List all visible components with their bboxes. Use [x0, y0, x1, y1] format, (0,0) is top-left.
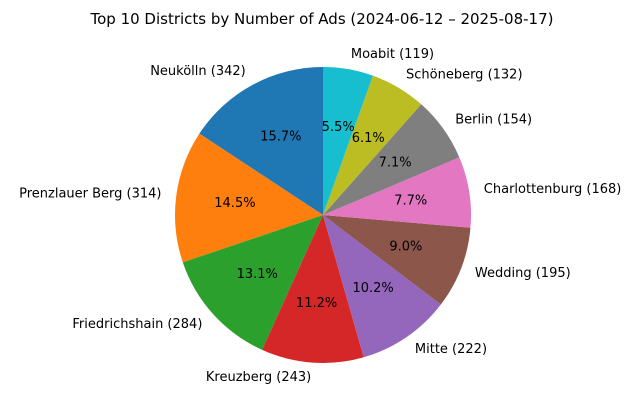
percent-label: 10.2%: [352, 281, 393, 296]
slice-label: Neukölln (342): [150, 64, 246, 79]
pie-slice: [323, 215, 441, 358]
percent-label: 5.5%: [322, 120, 355, 135]
percent-label: 6.1%: [352, 131, 385, 146]
slice-label: Prenzlauer Berg (314): [19, 187, 161, 202]
slice-label: Friedrichshain (284): [72, 317, 202, 332]
chart-title: Top 10 Districts by Number of Ads (2024-…: [89, 10, 553, 28]
pie-slice: [323, 215, 471, 305]
pie-slice: [323, 104, 460, 215]
percent-labels: 15.7% 14.5% 13.1% 11.2% 10.2% 9.0% 7.7% 7.1% 6.1…: [214, 120, 427, 311]
percent-label: 7.7%: [394, 194, 427, 209]
pie-slices: [174, 67, 471, 363]
pie-slice: [323, 67, 373, 215]
slice-label: Schöneberg (132): [406, 67, 523, 82]
percent-label: 11.2%: [296, 296, 337, 311]
slice-label: Kreuzberg (243): [206, 370, 311, 385]
pie-slice: [262, 215, 364, 363]
slice-label: Mitte (222): [415, 342, 487, 357]
slice-label: Moabit (119): [351, 47, 434, 62]
percent-label: 14.5%: [214, 196, 255, 211]
slice-label: Wedding (195): [475, 266, 571, 281]
pie-slice: [323, 157, 471, 228]
percent-label: 13.1%: [237, 267, 278, 282]
pie-slice: [174, 133, 323, 263]
pie-slice: [199, 67, 323, 215]
percent-label: 9.0%: [389, 239, 422, 254]
pie-slice: [182, 215, 323, 350]
percent-label: 15.7%: [260, 129, 301, 144]
percent-label: 7.1%: [379, 156, 412, 171]
pie-slice: [323, 75, 422, 216]
slice-label: Charlottenburg (168): [484, 182, 622, 197]
slice-labels: Neukölln (342) Prenzlauer Berg (314) Fried…: [19, 47, 621, 385]
slice-label: Berlin (154): [455, 113, 532, 128]
